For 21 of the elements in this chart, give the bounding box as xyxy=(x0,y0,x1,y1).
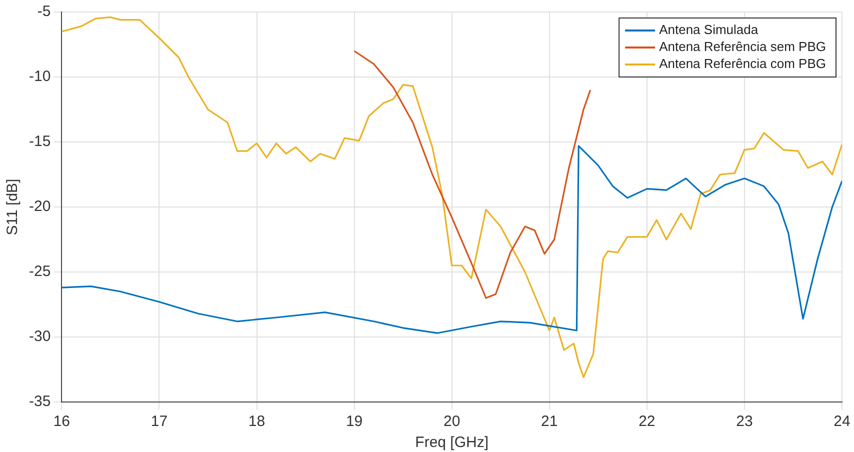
x-tick-label: 16 xyxy=(53,413,70,430)
x-tick-label: 21 xyxy=(541,413,558,430)
x-tick-label: 23 xyxy=(736,413,753,430)
y-axis-title: S11 [dB] xyxy=(4,178,22,236)
legend-label: Antena Referência sem PBG xyxy=(659,39,826,54)
legend-label: Antena Referência com PBG xyxy=(659,56,826,72)
y-tick-label: -30 xyxy=(28,328,51,346)
x-axis-title: Freq [GHz] xyxy=(415,434,489,452)
y-tick-label: -35 xyxy=(28,393,51,410)
x-tick-label: 22 xyxy=(638,413,656,430)
y-tick-label: -10 xyxy=(28,68,51,86)
x-tick-label: 24 xyxy=(834,413,850,430)
legend-label: Antena Simulada xyxy=(659,22,759,38)
y-tick-label: -15 xyxy=(28,133,51,150)
x-tick-label: 19 xyxy=(346,413,363,430)
x-tick-label: 17 xyxy=(150,413,168,430)
x-tick-label: 20 xyxy=(443,413,460,430)
y-tick-label: -25 xyxy=(28,263,51,280)
x-tick-label: 18 xyxy=(248,413,266,430)
y-tick-label: -5 xyxy=(37,3,51,20)
y-tick-label: -20 xyxy=(28,198,51,216)
